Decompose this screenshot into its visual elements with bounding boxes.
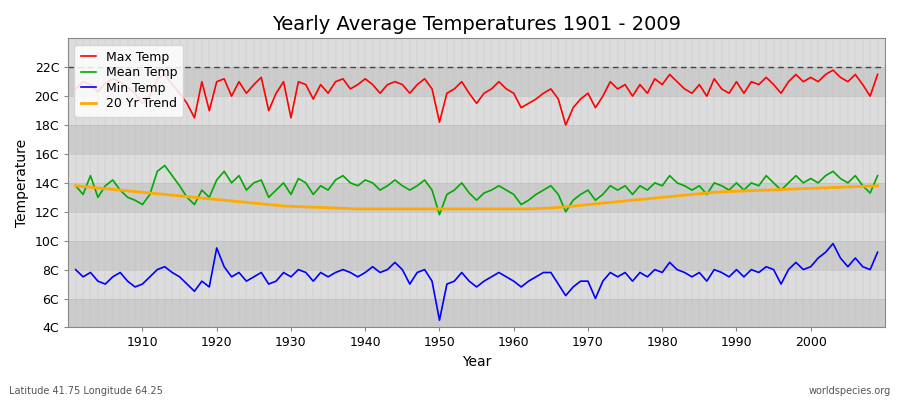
Bar bbox=[68, 67, 885, 96]
Bar bbox=[68, 241, 885, 270]
Bar bbox=[68, 212, 885, 241]
Legend: Max Temp, Mean Temp, Min Temp, 20 Yr Trend: Max Temp, Mean Temp, Min Temp, 20 Yr Tre… bbox=[75, 44, 184, 116]
Bar bbox=[68, 125, 885, 154]
Text: Latitude 41.75 Longitude 64.25: Latitude 41.75 Longitude 64.25 bbox=[9, 386, 163, 396]
Text: worldspecies.org: worldspecies.org bbox=[809, 386, 891, 396]
Title: Yearly Average Temperatures 1901 - 2009: Yearly Average Temperatures 1901 - 2009 bbox=[272, 15, 681, 34]
Bar bbox=[68, 96, 885, 125]
Bar bbox=[68, 38, 885, 67]
Bar bbox=[68, 154, 885, 183]
Bar bbox=[68, 298, 885, 328]
Y-axis label: Temperature: Temperature bbox=[15, 139, 29, 227]
Bar bbox=[68, 270, 885, 298]
Bar bbox=[68, 183, 885, 212]
X-axis label: Year: Year bbox=[462, 355, 491, 369]
